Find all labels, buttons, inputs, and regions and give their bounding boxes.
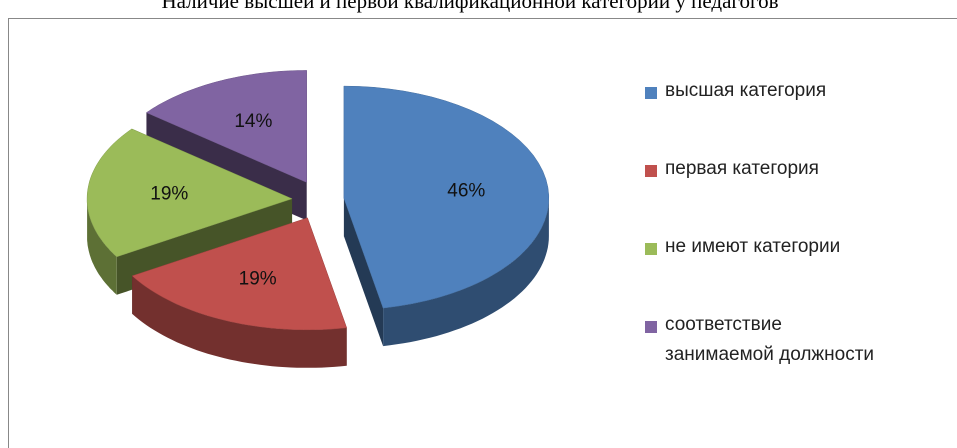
- slice-rim: [87, 198, 117, 295]
- legend-swatch: [645, 321, 657, 333]
- legend-label: не имеют категории: [665, 236, 841, 257]
- legend-item: высшая категория: [645, 80, 940, 106]
- slice-rim: [132, 275, 347, 368]
- slice-top: [131, 217, 348, 331]
- slice-rim: [383, 198, 549, 347]
- data-label: 14%: [234, 111, 272, 132]
- slice-top: [145, 70, 307, 183]
- slice: 19%: [131, 217, 348, 368]
- chart-frame: [8, 18, 957, 448]
- chart-title: Наличие высшей и первой квалификационной…: [161, 0, 778, 13]
- legend-item: не имеют категории: [645, 236, 940, 262]
- legend-item: соответствие занимаемой должности: [645, 314, 887, 370]
- legend-swatch: [645, 165, 657, 177]
- slice: 46%: [343, 85, 550, 347]
- data-label: 46%: [447, 181, 485, 202]
- legend-item: первая категория: [645, 158, 940, 184]
- legend-swatch: [645, 87, 657, 99]
- slice: 19%: [86, 128, 293, 295]
- legend-label: высшая категория: [665, 80, 827, 101]
- legend-swatch: [645, 243, 657, 255]
- slice-wall: [343, 198, 384, 347]
- data-label: 19%: [239, 268, 277, 289]
- slice-top: [343, 85, 550, 309]
- slice-top: [86, 128, 293, 258]
- data-label: 19%: [150, 183, 188, 204]
- legend-label: первая категория: [665, 158, 819, 179]
- legend-label: соответствие занимаемой должности: [665, 314, 875, 365]
